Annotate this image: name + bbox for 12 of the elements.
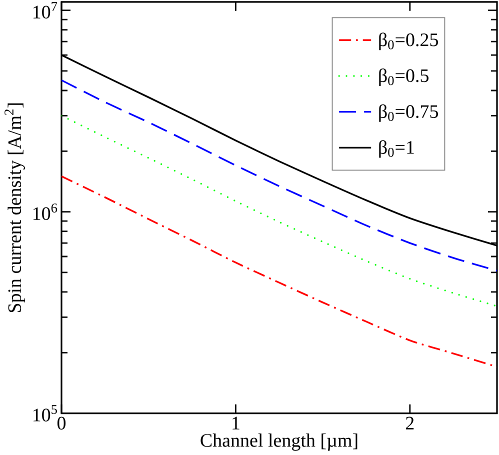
- x-tick-label: 0: [57, 416, 66, 430]
- y-axis-title: Spin current density [A/m$^{2}$]: [4, 103, 25, 312]
- legend-label: β$_{0}$=0.25: [379, 32, 438, 50]
- legend-label: β$_{0}$=0.5: [379, 68, 428, 86]
- x-tick-label: 1: [232, 416, 240, 430]
- y-tick-label: 10$^{5}$: [34, 405, 57, 422]
- y-tick-label: 10$^{7}$: [34, 2, 58, 19]
- y-tick-label: 10$^{6}$: [34, 204, 58, 220]
- x-axis-title: Channel length [µm]: [200, 433, 358, 451]
- legend-label: β$_{0}$=1: [379, 140, 414, 158]
- x-tick-label: 2: [406, 416, 414, 430]
- legend-label: β$_{0}$=0.75: [379, 104, 438, 122]
